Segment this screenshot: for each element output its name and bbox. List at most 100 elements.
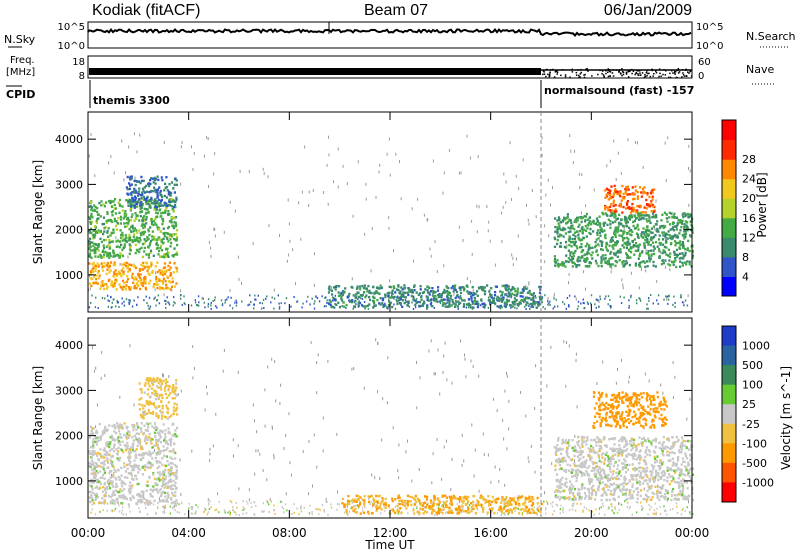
echo-cell-2: [126, 175, 129, 179]
echo-cell-0: [146, 269, 149, 273]
echo-cell-4: [626, 220, 629, 224]
echo-cell-4: [625, 222, 628, 225]
near-range-cell: [176, 501, 178, 504]
echo-cell-4: [578, 246, 582, 249]
echo-cell-0: [92, 451, 95, 454]
speckle: [575, 297, 577, 301]
echo-cell-5: [632, 210, 635, 213]
echo-cell-4: [653, 252, 656, 256]
echo-cell-0: [151, 446, 154, 449]
freq-dot: [578, 76, 580, 79]
echo-cell-1: [148, 244, 151, 247]
echo-cell-0: [125, 280, 128, 283]
near-range-cell: [357, 298, 359, 301]
echo-cell-4: [663, 245, 666, 249]
speckle: [671, 494, 673, 497]
echo-cell-2: [153, 178, 156, 182]
speckle: [388, 137, 390, 141]
echo-cell-5: [612, 194, 615, 197]
echo-cell-1: [175, 223, 178, 227]
echo-cell-0: [168, 261, 171, 264]
near-range-cell: [347, 513, 349, 516]
near-range-cell: [261, 307, 263, 310]
echo-cell-5: [615, 190, 618, 193]
echo-cell-5: [652, 205, 655, 208]
echo-cell-1: [88, 252, 92, 255]
freq-dot: [664, 74, 667, 76]
near-range-cell: [249, 294, 251, 297]
echo-cell-0: [161, 429, 164, 433]
near-range-cell: [565, 307, 567, 310]
freq-dot: [675, 76, 678, 79]
echo-cell-3: [468, 298, 471, 301]
near-range-cell: [309, 504, 311, 507]
echo-cell-3: [516, 292, 519, 295]
echo-cell-3: [400, 286, 403, 289]
echo-cell-4: [668, 255, 671, 258]
echo-cell-4: [562, 226, 565, 230]
echo-cell-1: [94, 205, 97, 209]
speckle: [504, 389, 506, 393]
echo-cell-5: [607, 208, 610, 212]
echo-cell-0: [93, 493, 96, 497]
echo-cell-1: [110, 231, 113, 235]
echo-cell-0: [136, 424, 139, 427]
near-range-cell: [457, 307, 459, 310]
speckle: [450, 488, 452, 492]
near-range-cell: [576, 502, 578, 505]
near-range-cell: [313, 307, 316, 310]
echo-cell-1: [157, 249, 161, 253]
near-range-cell: [555, 503, 557, 506]
echo-cell-5: [650, 209, 653, 213]
echo-cell-2: [164, 186, 167, 190]
echo-cell-4: [616, 255, 619, 258]
echo-cell-4: [637, 249, 640, 252]
echo-cell-0: [106, 261, 109, 265]
echo-cell-1: [115, 220, 118, 223]
echo-cell-0: [169, 467, 172, 470]
echo-cell-3: [533, 302, 536, 305]
echo-cell-0: [135, 286, 138, 290]
echo-cell-5: [649, 192, 652, 195]
echo-cell-3: [375, 289, 378, 293]
speckle: [416, 406, 418, 410]
echo-cell-3: [499, 304, 502, 308]
near-range-cell: [97, 307, 99, 310]
freq-dot: [672, 72, 674, 74]
echo-cell-4: [682, 243, 685, 246]
echo-cell-2: [129, 203, 132, 206]
echo-cell-3: [405, 300, 408, 303]
echo-cell-3: [413, 284, 416, 287]
echo-cell-1: [155, 223, 158, 227]
echo-cell-2: [158, 186, 161, 189]
near-range-cell: [313, 302, 315, 305]
echo-cell-3: [362, 305, 365, 308]
echo-cell-4: [684, 220, 687, 223]
echo-cell-4: [581, 216, 584, 219]
near-range-cell: [284, 503, 287, 506]
echo-cell-0: [120, 474, 123, 477]
echo-cell-0: [125, 446, 128, 450]
echo-cell-0: [173, 442, 176, 445]
near-range-cell: [354, 504, 357, 507]
colorbar-tick-label: 24: [742, 173, 756, 186]
echo-cell-1: [96, 213, 100, 216]
echo-cell-0: [117, 424, 120, 428]
echo-cell-0: [93, 472, 97, 475]
echo-cell-4: [630, 233, 633, 237]
near-range-cell: [666, 513, 668, 516]
near-range-cell: [611, 503, 613, 506]
echo-cell-0: [131, 436, 134, 439]
echo-cell-0: [169, 266, 172, 269]
near-range-cell: [495, 297, 498, 300]
echo-cell-2: [129, 204, 132, 208]
speckle: [527, 286, 529, 290]
speckle: [430, 339, 432, 343]
near-range-cell: [626, 501, 629, 504]
echo-cell-1: [175, 238, 178, 241]
near-range-cell: [407, 512, 409, 515]
echo-cell-4: [596, 223, 599, 227]
echo-cell-2: [141, 193, 144, 197]
echo-cell-3: [344, 287, 347, 290]
